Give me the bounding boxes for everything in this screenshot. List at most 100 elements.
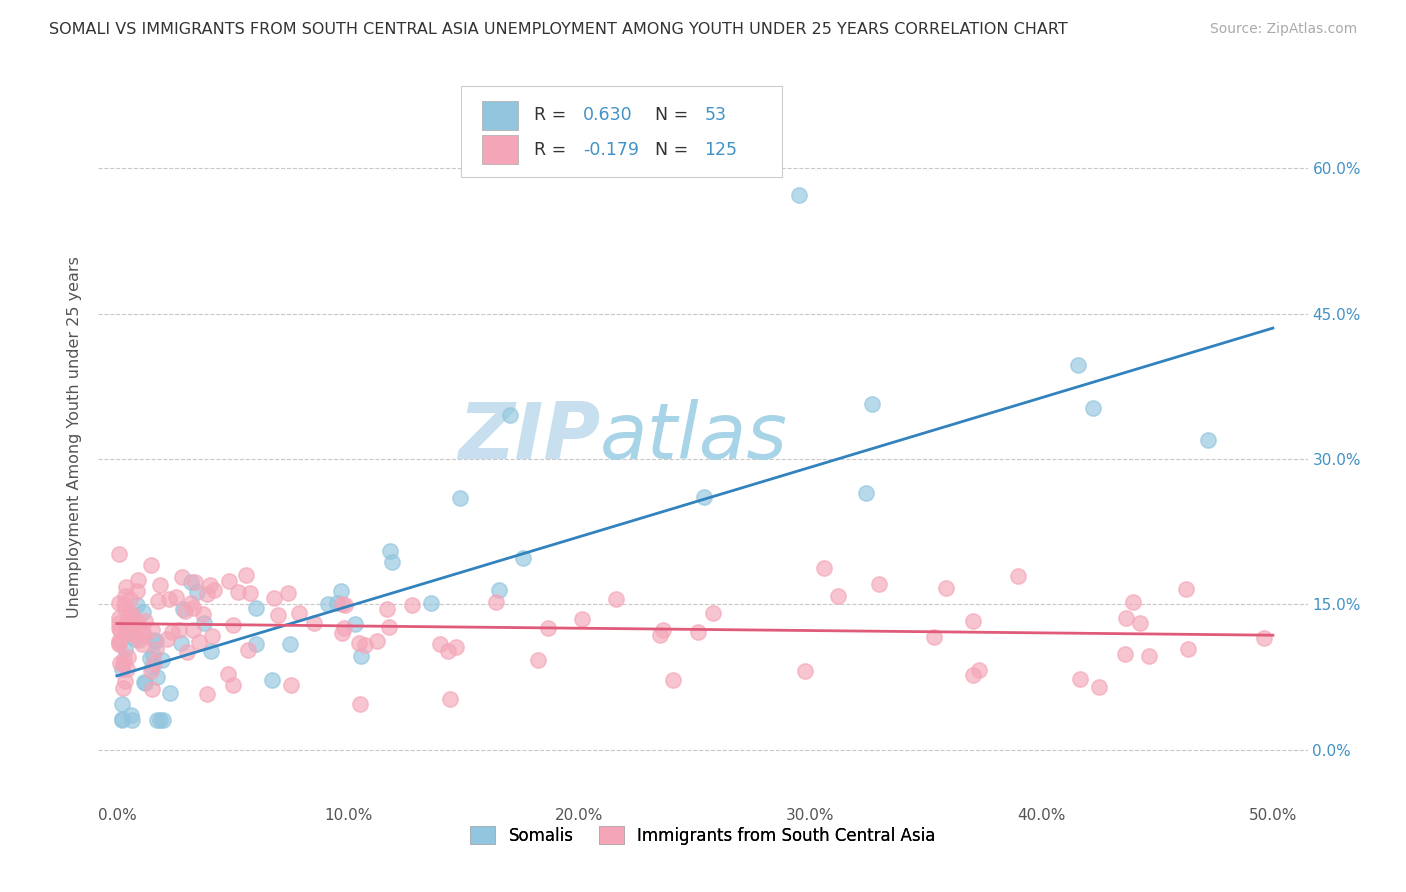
Point: [436, 644, 458, 658]
Point: [148, 594, 170, 608]
Y-axis label: Unemployment Among Youth under 25 years: Unemployment Among Youth under 25 years: [67, 256, 83, 618]
Point: [110, 714, 132, 728]
Point: [145, 633, 167, 648]
Point: [787, 188, 810, 202]
Point: [827, 589, 849, 603]
Point: [537, 621, 560, 635]
Point: [330, 597, 353, 611]
Point: [114, 589, 136, 603]
Point: [1067, 358, 1090, 372]
Point: [202, 583, 225, 598]
Point: [111, 681, 134, 695]
Point: [571, 613, 593, 627]
Point: [652, 623, 675, 637]
Point: [962, 614, 984, 628]
Point: [127, 615, 149, 630]
Point: [381, 555, 404, 569]
Text: 53: 53: [704, 106, 727, 124]
Point: [152, 714, 174, 728]
Point: [378, 543, 401, 558]
Text: R =: R =: [534, 141, 567, 159]
Point: [429, 637, 451, 651]
Point: [167, 624, 190, 638]
Point: [121, 621, 143, 635]
Point: [195, 687, 218, 701]
Point: [121, 627, 143, 641]
Point: [263, 591, 285, 605]
Point: [280, 678, 302, 692]
Point: [110, 712, 132, 726]
Point: [114, 673, 136, 688]
Point: [693, 490, 716, 504]
Point: [813, 561, 835, 575]
FancyBboxPatch shape: [482, 101, 517, 130]
Point: [108, 621, 131, 635]
Point: [1137, 649, 1160, 664]
FancyBboxPatch shape: [461, 86, 782, 178]
Point: [146, 714, 169, 728]
Point: [347, 636, 370, 650]
Point: [108, 547, 131, 561]
Point: [115, 615, 138, 629]
Point: [184, 575, 207, 590]
Point: [165, 591, 187, 605]
Point: [512, 551, 534, 566]
Point: [180, 596, 202, 610]
Point: [124, 632, 146, 647]
Point: [159, 686, 181, 700]
Point: [110, 657, 132, 671]
Point: [141, 558, 163, 572]
Point: [110, 662, 132, 676]
Point: [326, 596, 349, 610]
Text: SOMALI VS IMMIGRANTS FROM SOUTH CENTRAL ASIA UNEMPLOYMENT AMONG YOUTH UNDER 25 Y: SOMALI VS IMMIGRANTS FROM SOUTH CENTRAL …: [49, 22, 1069, 37]
Point: [260, 673, 283, 687]
Point: [277, 586, 299, 600]
Text: R =: R =: [534, 106, 567, 124]
Point: [181, 601, 204, 615]
Point: [201, 629, 224, 643]
Point: [648, 628, 671, 642]
Point: [132, 605, 155, 619]
Text: 0.630: 0.630: [583, 106, 633, 124]
Point: [108, 636, 131, 650]
Point: [333, 599, 356, 613]
Point: [1129, 616, 1152, 631]
Point: [112, 652, 135, 666]
Point: [195, 587, 218, 601]
Text: -0.179: -0.179: [583, 141, 640, 159]
Point: [118, 592, 141, 607]
FancyBboxPatch shape: [482, 135, 517, 164]
Point: [108, 610, 131, 624]
Point: [134, 676, 156, 690]
Point: [245, 637, 267, 651]
Point: [186, 585, 208, 599]
Legend: Somalis, Immigrants from South Central Asia: Somalis, Immigrants from South Central A…: [463, 818, 943, 853]
Point: [139, 650, 162, 665]
Point: [110, 697, 132, 711]
Point: [112, 597, 135, 611]
Point: [120, 624, 142, 639]
Point: [125, 598, 148, 612]
Point: [193, 607, 215, 622]
Point: [222, 618, 245, 632]
Point: [662, 673, 685, 687]
Point: [330, 626, 353, 640]
Text: atlas: atlas: [600, 399, 789, 475]
Point: [193, 615, 215, 630]
Point: [1197, 434, 1219, 448]
Point: [132, 629, 155, 643]
Point: [488, 582, 510, 597]
Point: [124, 615, 146, 630]
Point: [935, 582, 957, 596]
Point: [1115, 611, 1137, 625]
Point: [287, 606, 309, 620]
Point: [127, 573, 149, 587]
Point: [112, 657, 135, 671]
Point: [142, 656, 165, 670]
Point: [117, 650, 139, 665]
Point: [188, 635, 211, 649]
Point: [174, 604, 197, 618]
Text: Source: ZipAtlas.com: Source: ZipAtlas.com: [1209, 22, 1357, 37]
Point: [1088, 681, 1111, 695]
Point: [316, 598, 339, 612]
